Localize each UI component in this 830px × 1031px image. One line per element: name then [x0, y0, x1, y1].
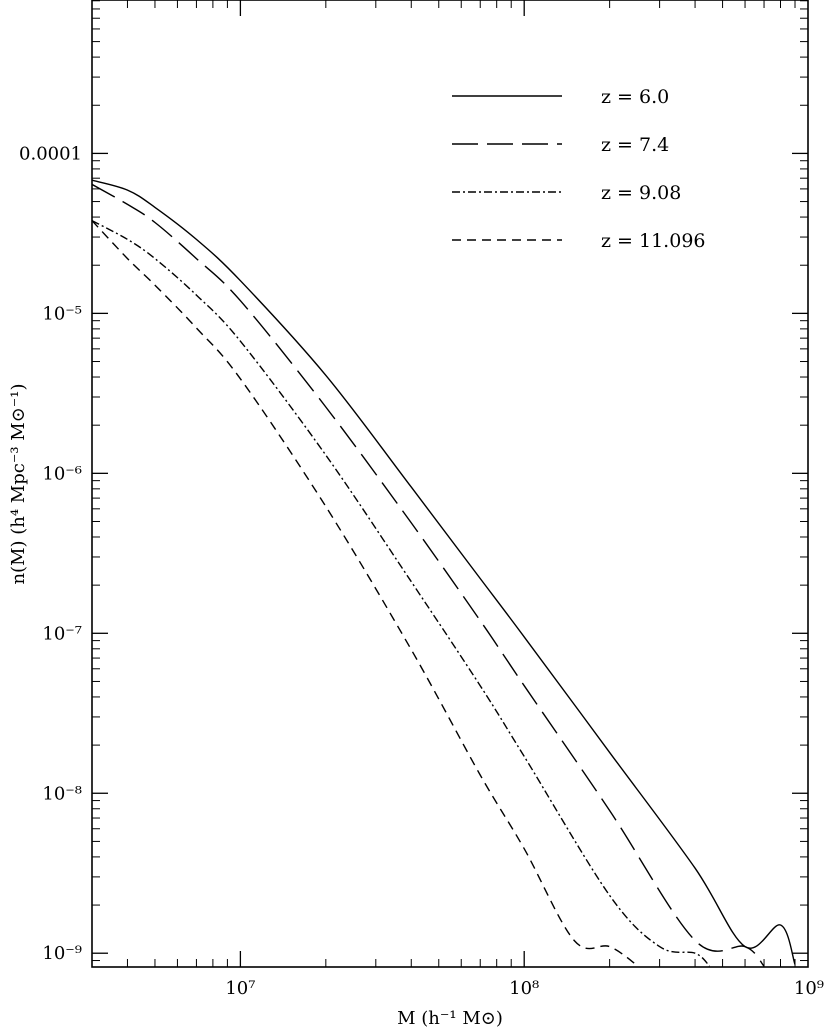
x-tick-label: 10⁹: [794, 978, 824, 999]
x-tick-labels: 10⁷ 10⁸ 10⁹: [225, 978, 824, 999]
legend-label-1: z = 6.0: [601, 86, 669, 108]
minor-ticks: [92, 0, 808, 967]
series-line-2: [92, 183, 765, 967]
y-tick-label: 10⁻⁸: [42, 783, 82, 804]
major-ticks: [92, 0, 808, 967]
series-line-3: [92, 219, 711, 967]
y-axis-label: n(M) (h⁴ Mpc⁻³ M⊙⁻¹): [8, 383, 29, 584]
legend: z = 6.0 z = 7.4 z = 9.08 z = 11.096: [452, 86, 706, 252]
series-line-4: [92, 220, 638, 966]
y-tick-label: 0.0001: [19, 143, 82, 164]
legend-label-4: z = 11.096: [601, 230, 706, 252]
y-tick-label: 10⁻⁷: [42, 623, 82, 644]
x-tick-label: 10⁷: [225, 978, 255, 999]
curves: [92, 179, 796, 967]
series-line-1: [92, 179, 796, 965]
legend-label-2: z = 7.4: [601, 134, 669, 156]
y-tick-labels: 0.0001 10⁻⁵ 10⁻⁶ 10⁻⁷ 10⁻⁸ 10⁻⁹: [19, 143, 82, 964]
x-axis-label: M (h⁻¹ M⊙): [397, 1008, 503, 1029]
plot-frame: [91, 0, 809, 968]
y-tick-label: 10⁻⁵: [42, 303, 82, 324]
y-tick-label: 10⁻⁶: [42, 463, 82, 484]
legend-label-3: z = 9.08: [601, 182, 681, 204]
y-tick-label: 10⁻⁹: [42, 943, 82, 964]
x-tick-label: 10⁸: [509, 978, 539, 999]
